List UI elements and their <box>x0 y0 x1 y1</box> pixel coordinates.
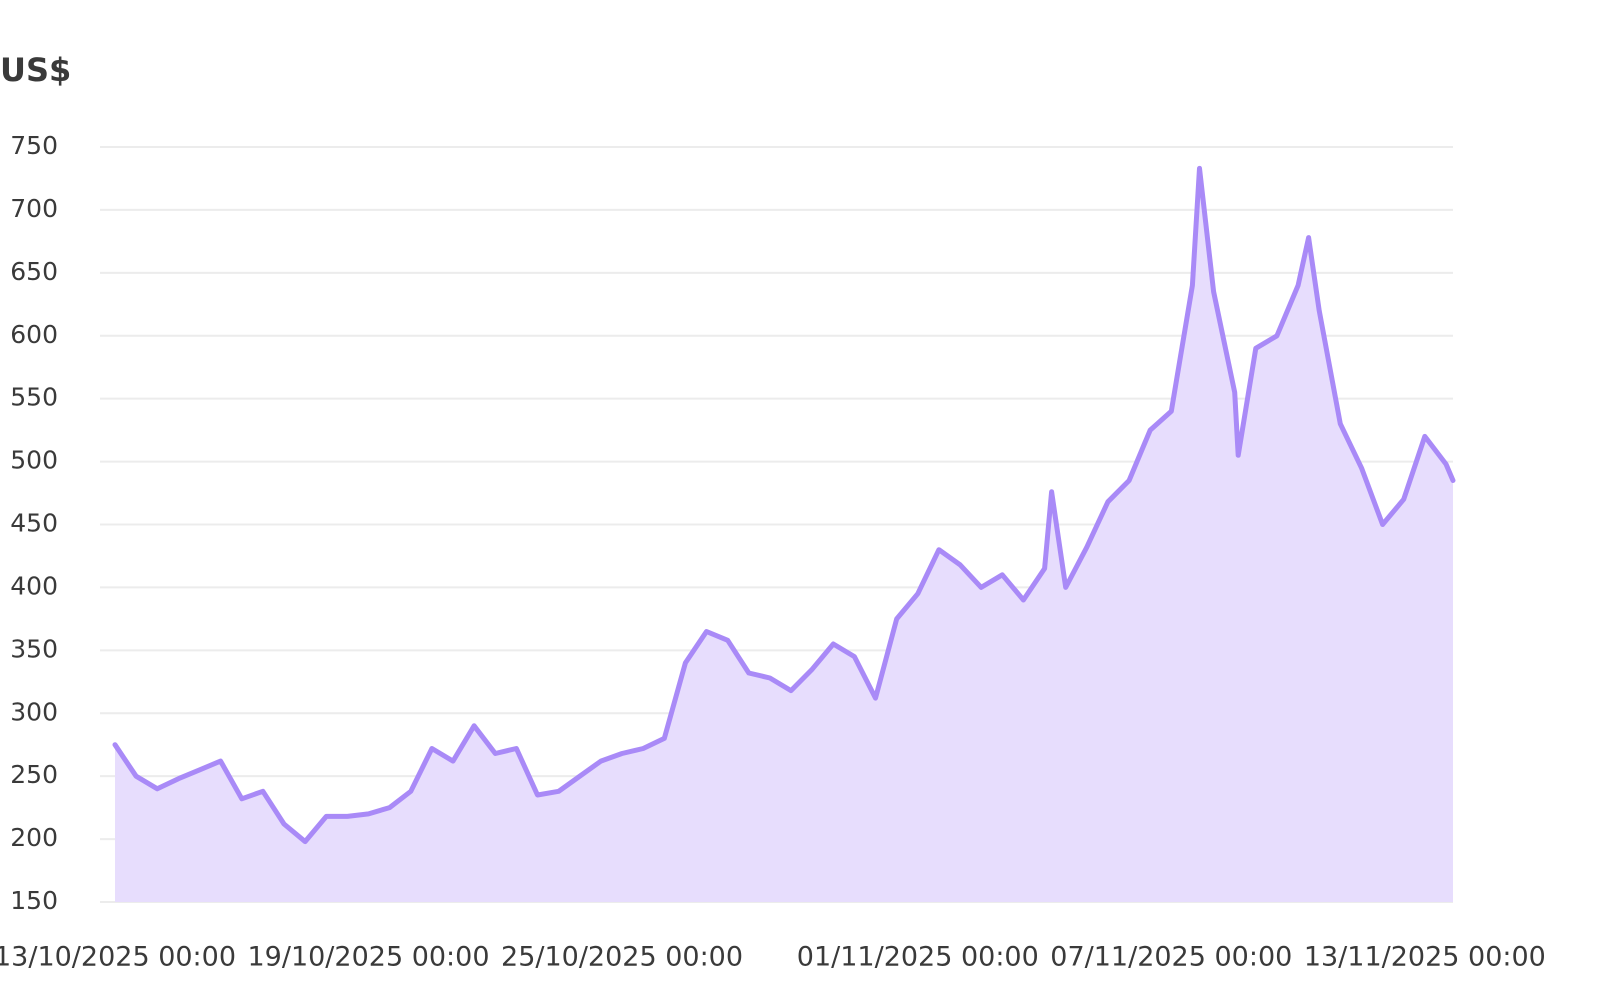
y-tick-label: 600 <box>10 320 58 349</box>
x-tick-label: 13/10/2025 00:00 <box>0 942 236 973</box>
y-tick-label: 350 <box>10 634 58 663</box>
y-tick-label: 300 <box>10 697 58 726</box>
y-tick-label: 450 <box>10 509 58 538</box>
area-fill <box>115 168 1453 902</box>
x-tick-label: 25/10/2025 00:00 <box>501 942 743 973</box>
y-tick-label: 200 <box>10 823 58 852</box>
y-tick-label: 700 <box>10 194 58 223</box>
x-tick-label: 07/11/2025 00:00 <box>1050 942 1292 973</box>
x-tick-label: 19/10/2025 00:00 <box>248 942 490 973</box>
y-tick-label: 150 <box>10 886 58 915</box>
y-tick-label: 250 <box>10 760 58 789</box>
y-unit-label: US$ <box>0 51 71 89</box>
price-line <box>112 165 1456 845</box>
y-tick-label: 400 <box>10 571 58 600</box>
y-tick-label: 500 <box>10 446 58 475</box>
x-tick-label: 01/11/2025 00:00 <box>797 942 1039 973</box>
y-tick-label: 550 <box>10 383 58 412</box>
x-tick-label: 13/11/2025 00:00 <box>1304 942 1546 973</box>
y-tick-label: 750 <box>10 131 58 160</box>
y-tick-label: 650 <box>10 257 58 286</box>
